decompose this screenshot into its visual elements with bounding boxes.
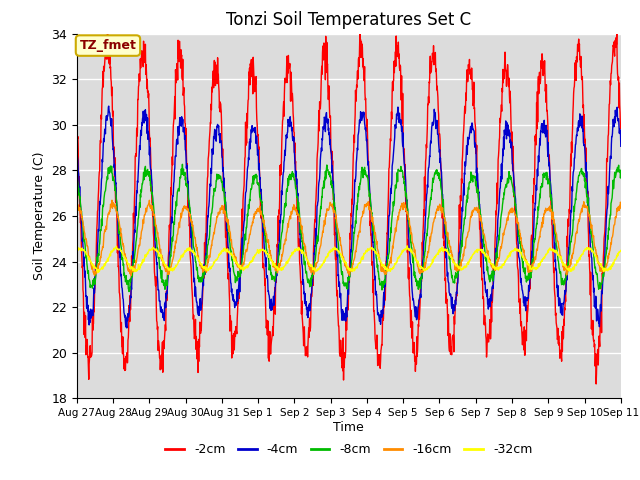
-8cm — [326, 169, 333, 175]
-2cm — [115, 289, 123, 295]
-8cm — [316, 213, 323, 219]
-32cm — [403, 243, 411, 249]
-16cm — [316, 251, 323, 256]
-4cm — [138, 120, 146, 126]
-4cm — [617, 144, 625, 149]
Line: -32cm: -32cm — [77, 246, 621, 272]
-16cm — [138, 229, 145, 235]
-32cm — [617, 248, 625, 253]
-8cm — [73, 170, 81, 176]
-32cm — [94, 269, 102, 275]
-32cm — [138, 262, 145, 268]
Legend: -2cm, -4cm, -8cm, -16cm, -32cm: -2cm, -4cm, -8cm, -16cm, -32cm — [160, 438, 538, 461]
-2cm — [73, 111, 81, 117]
-8cm — [179, 161, 186, 167]
-16cm — [346, 273, 353, 278]
-4cm — [115, 248, 123, 253]
-8cm — [125, 288, 133, 294]
Line: -4cm: -4cm — [77, 106, 621, 328]
-2cm — [138, 55, 145, 60]
Text: TZ_fmet: TZ_fmet — [79, 39, 136, 52]
-4cm — [383, 254, 391, 260]
-2cm — [325, 83, 333, 89]
-16cm — [304, 261, 312, 267]
-32cm — [73, 247, 81, 253]
-16cm — [115, 220, 123, 226]
-32cm — [325, 249, 333, 255]
-32cm — [115, 247, 123, 252]
-4cm — [123, 325, 131, 331]
Line: -2cm: -2cm — [77, 29, 621, 384]
-32cm — [304, 258, 312, 264]
X-axis label: Time: Time — [333, 421, 364, 434]
Line: -8cm: -8cm — [77, 164, 621, 291]
-2cm — [104, 26, 111, 32]
Y-axis label: Soil Temperature (C): Soil Temperature (C) — [33, 152, 45, 280]
-8cm — [138, 189, 145, 195]
Line: -16cm: -16cm — [77, 200, 621, 276]
Title: Tonzi Soil Temperatures Set C: Tonzi Soil Temperatures Set C — [226, 11, 472, 29]
-2cm — [304, 341, 312, 347]
-8cm — [383, 261, 391, 266]
-4cm — [105, 103, 113, 109]
-32cm — [383, 266, 390, 272]
-16cm — [108, 197, 116, 203]
-2cm — [592, 381, 600, 387]
-4cm — [316, 176, 323, 182]
-16cm — [383, 269, 391, 275]
-8cm — [115, 230, 123, 236]
-32cm — [316, 265, 323, 271]
-2cm — [617, 126, 625, 132]
-4cm — [326, 130, 333, 135]
-4cm — [73, 137, 81, 143]
-16cm — [617, 201, 625, 206]
-8cm — [617, 170, 625, 176]
-2cm — [316, 128, 323, 134]
-4cm — [305, 309, 312, 315]
-2cm — [383, 245, 390, 251]
-16cm — [325, 206, 333, 212]
-8cm — [305, 276, 312, 282]
-16cm — [73, 203, 81, 209]
